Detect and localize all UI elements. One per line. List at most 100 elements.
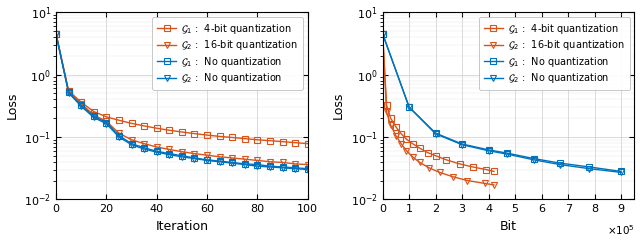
$\mathcal{G}_1$ :  No quantization: (4e+05, 0.062): No quantization: (4e+05, 0.062) [485, 148, 493, 151]
$\mathcal{G}_2$ :  No quantization: (3e+05, 0.075): No quantization: (3e+05, 0.075) [458, 143, 466, 146]
Line: $\mathcal{G}_1$ :  No quantization: $\mathcal{G}_1$ : No quantization [53, 31, 310, 172]
$\mathcal{G}_2$ :  16-bit quantization: (2.15e+05, 0.027): 16-bit quantization: (2.15e+05, 0.027) [436, 171, 444, 174]
$\mathcal{G}_1$ :  4-bit quantization: (50, 0.12): 4-bit quantization: (50, 0.12) [178, 130, 186, 133]
$\mathcal{G}_2$ :  16-bit quantization: (90, 0.039): 16-bit quantization: (90, 0.039) [279, 161, 287, 164]
Y-axis label: Loss: Loss [332, 92, 345, 119]
Line: $\mathcal{G}_1$ :  4-bit quantization: $\mathcal{G}_1$ : 4-bit quantization [380, 31, 497, 174]
$\mathcal{G}_1$ :  4-bit quantization: (0, 4.5): 4-bit quantization: (0, 4.5) [379, 32, 387, 35]
$\mathcal{G}_2$ :  16-bit quantization: (15, 0.225): 16-bit quantization: (15, 0.225) [90, 113, 98, 116]
$\mathcal{G}_1$ :  4-bit quantization: (25, 0.185): 4-bit quantization: (25, 0.185) [115, 119, 123, 122]
$\mathcal{G}_1$ :  4-bit quantization: (1.15e+05, 0.077): 4-bit quantization: (1.15e+05, 0.077) [409, 143, 417, 146]
$\mathcal{G}_1$ :  No quantization: (5, 0.52): No quantization: (5, 0.52) [65, 91, 72, 94]
$\mathcal{G}_2$ :  No quantization: (60, 0.042): No quantization: (60, 0.042) [204, 159, 211, 162]
$\mathcal{G}_2$ :  16-bit quantization: (20, 0.178): 16-bit quantization: (20, 0.178) [102, 120, 110, 123]
$\mathcal{G}_1$ :  No quantization: (2e+05, 0.115): No quantization: (2e+05, 0.115) [432, 132, 440, 135]
Line: $\mathcal{G}_2$ :  16-bit quantization: $\mathcal{G}_2$ : 16-bit quantization [380, 31, 497, 188]
$\mathcal{G}_1$ :  4-bit quantization: (3e+04, 0.2): 4-bit quantization: (3e+04, 0.2) [387, 117, 394, 120]
$\mathcal{G}_1$ :  No quantization: (6.7e+05, 0.038): No quantization: (6.7e+05, 0.038) [556, 162, 564, 165]
$\mathcal{G}_1$ :  No quantization: (35, 0.067): No quantization: (35, 0.067) [140, 146, 148, 149]
X-axis label: Iteration: Iteration [156, 220, 209, 233]
$\mathcal{G}_1$ :  4-bit quantization: (1.5e+04, 0.32): 4-bit quantization: (1.5e+04, 0.32) [383, 104, 390, 107]
$\mathcal{G}_1$ :  No quantization: (55, 0.046): No quantization: (55, 0.046) [191, 156, 198, 159]
$\mathcal{G}_2$ :  16-bit quantization: (1.5e+04, 0.25): 16-bit quantization: (1.5e+04, 0.25) [383, 111, 390, 113]
$\mathcal{G}_1$ :  No quantization: (30, 0.078): No quantization: (30, 0.078) [128, 142, 136, 145]
$\mathcal{G}_1$ :  4-bit quantization: (30, 0.165): 4-bit quantization: (30, 0.165) [128, 122, 136, 125]
$\mathcal{G}_2$ :  No quantization: (4.7e+05, 0.053): No quantization: (4.7e+05, 0.053) [504, 153, 511, 156]
$\mathcal{G}_2$ :  No quantization: (80, 0.034): No quantization: (80, 0.034) [253, 165, 261, 168]
$\mathcal{G}_1$ :  No quantization: (45, 0.054): No quantization: (45, 0.054) [166, 152, 173, 155]
$\mathcal{G}_2$ :  No quantization: (55, 0.045): No quantization: (55, 0.045) [191, 157, 198, 160]
$\mathcal{G}_2$ :  16-bit quantization: (80, 0.042): 16-bit quantization: (80, 0.042) [253, 159, 261, 162]
$\mathcal{G}_1$ :  No quantization: (1e+05, 0.3): No quantization: (1e+05, 0.3) [405, 106, 413, 109]
$\mathcal{G}_1$ :  No quantization: (25, 0.105): No quantization: (25, 0.105) [115, 134, 123, 137]
$\mathcal{G}_1$ :  No quantization: (20, 0.17): No quantization: (20, 0.17) [102, 121, 110, 124]
$\mathcal{G}_1$ :  No quantization: (80, 0.036): No quantization: (80, 0.036) [253, 163, 261, 166]
$\mathcal{G}_2$ :  16-bit quantization: (0, 4.5): 16-bit quantization: (0, 4.5) [379, 32, 387, 35]
$\mathcal{G}_2$ :  No quantization: (35, 0.064): No quantization: (35, 0.064) [140, 148, 148, 150]
$\mathcal{G}_2$ :  16-bit quantization: (30, 0.09): 16-bit quantization: (30, 0.09) [128, 138, 136, 141]
$\mathcal{G}_1$ :  No quantization: (7.8e+05, 0.033): No quantization: (7.8e+05, 0.033) [586, 165, 593, 168]
$\mathcal{G}_2$ :  No quantization: (50, 0.048): No quantization: (50, 0.048) [178, 155, 186, 158]
$\mathcal{G}_2$ :  No quantization: (0, 4.5): No quantization: (0, 4.5) [52, 32, 60, 35]
Line: $\mathcal{G}_1$ :  No quantization: $\mathcal{G}_1$ : No quantization [380, 31, 624, 174]
$\mathcal{G}_1$ :  No quantization: (75, 0.037): No quantization: (75, 0.037) [241, 162, 249, 165]
$\mathcal{G}_2$ :  16-bit quantization: (3.2e+05, 0.02): 16-bit quantization: (3.2e+05, 0.02) [463, 179, 471, 182]
$\mathcal{G}_2$ :  No quantization: (30, 0.075): No quantization: (30, 0.075) [128, 143, 136, 146]
$\mathcal{G}_1$ :  4-bit quantization: (7e+04, 0.112): 4-bit quantization: (7e+04, 0.112) [397, 132, 405, 135]
$\mathcal{G}_1$ :  No quantization: (3e+05, 0.077): No quantization: (3e+05, 0.077) [458, 143, 466, 146]
$\mathcal{G}_1$ :  No quantization: (85, 0.034): No quantization: (85, 0.034) [266, 165, 274, 168]
$\mathcal{G}_1$ :  4-bit quantization: (2.4e+05, 0.043): 4-bit quantization: (2.4e+05, 0.043) [442, 158, 450, 161]
$\mathcal{G}_2$ :  No quantization: (25, 0.1): No quantization: (25, 0.1) [115, 136, 123, 139]
$\mathcal{G}_2$ :  No quantization: (6.7e+05, 0.036): No quantization: (6.7e+05, 0.036) [556, 163, 564, 166]
$\mathcal{G}_1$ :  4-bit quantization: (90, 0.084): 4-bit quantization: (90, 0.084) [279, 140, 287, 143]
$\mathcal{G}_1$ :  4-bit quantization: (15, 0.255): 4-bit quantization: (15, 0.255) [90, 110, 98, 113]
$\mathcal{G}_1$ :  4-bit quantization: (75, 0.094): 4-bit quantization: (75, 0.094) [241, 137, 249, 140]
$\mathcal{G}_2$ :  No quantization: (75, 0.036): No quantization: (75, 0.036) [241, 163, 249, 166]
$\mathcal{G}_2$ :  No quantization: (9e+05, 0.027): No quantization: (9e+05, 0.027) [618, 171, 625, 174]
Line: $\mathcal{G}_2$ :  16-bit quantization: $\mathcal{G}_2$ : 16-bit quantization [53, 31, 310, 167]
$\mathcal{G}_2$ :  16-bit quantization: (2.65e+05, 0.023): 16-bit quantization: (2.65e+05, 0.023) [449, 175, 457, 178]
$\mathcal{G}_2$ :  16-bit quantization: (45, 0.063): 16-bit quantization: (45, 0.063) [166, 148, 173, 151]
$\mathcal{G}_1$ :  4-bit quantization: (55, 0.113): 4-bit quantization: (55, 0.113) [191, 132, 198, 135]
Line: $\mathcal{G}_2$ :  No quantization: $\mathcal{G}_2$ : No quantization [380, 31, 624, 175]
$\mathcal{G}_2$ :  16-bit quantization: (1.15e+05, 0.047): 16-bit quantization: (1.15e+05, 0.047) [409, 156, 417, 159]
$\mathcal{G}_1$ :  4-bit quantization: (3.4e+05, 0.033): 4-bit quantization: (3.4e+05, 0.033) [469, 165, 477, 168]
$\mathcal{G}_1$ :  No quantization: (10, 0.32): No quantization: (10, 0.32) [77, 104, 85, 107]
$\mathcal{G}_2$ :  No quantization: (65, 0.04): No quantization: (65, 0.04) [216, 160, 223, 163]
$\mathcal{G}_2$ :  No quantization: (85, 0.033): No quantization: (85, 0.033) [266, 165, 274, 168]
$\mathcal{G}_2$ :  No quantization: (70, 0.038): No quantization: (70, 0.038) [228, 162, 236, 165]
$\mathcal{G}_2$ :  16-bit quantization: (40, 0.069): 16-bit quantization: (40, 0.069) [153, 146, 161, 148]
$\mathcal{G}_2$ :  16-bit quantization: (4.2e+05, 0.017): 16-bit quantization: (4.2e+05, 0.017) [490, 183, 498, 186]
$\mathcal{G}_1$ :  4-bit quantization: (4.2e+05, 0.028): 4-bit quantization: (4.2e+05, 0.028) [490, 170, 498, 173]
$\mathcal{G}_2$ :  No quantization: (0, 4.5): No quantization: (0, 4.5) [379, 32, 387, 35]
$\mathcal{G}_2$ :  16-bit quantization: (1.75e+05, 0.032): 16-bit quantization: (1.75e+05, 0.032) [425, 166, 433, 169]
$\mathcal{G}_1$ :  No quantization: (5.7e+05, 0.045): No quantization: (5.7e+05, 0.045) [530, 157, 538, 160]
$\mathcal{G}_1$ :  4-bit quantization: (20, 0.21): 4-bit quantization: (20, 0.21) [102, 115, 110, 118]
$\mathcal{G}_1$ :  4-bit quantization: (2.9e+05, 0.037): 4-bit quantization: (2.9e+05, 0.037) [456, 162, 463, 165]
$\mathcal{G}_1$ :  No quantization: (15, 0.215): No quantization: (15, 0.215) [90, 115, 98, 118]
Text: $\times10^5$: $\times10^5$ [607, 224, 634, 237]
$\mathcal{G}_1$ :  4-bit quantization: (60, 0.107): 4-bit quantization: (60, 0.107) [204, 134, 211, 137]
$\mathcal{G}_1$ :  No quantization: (65, 0.041): No quantization: (65, 0.041) [216, 160, 223, 163]
$\mathcal{G}_1$ :  4-bit quantization: (2e+05, 0.05): 4-bit quantization: (2e+05, 0.05) [432, 154, 440, 157]
$\mathcal{G}_1$ :  4-bit quantization: (100, 0.078): 4-bit quantization: (100, 0.078) [304, 142, 312, 145]
$\mathcal{G}_2$ :  No quantization: (15, 0.205): No quantization: (15, 0.205) [90, 116, 98, 119]
$\mathcal{G}_1$ :  4-bit quantization: (9e+04, 0.092): 4-bit quantization: (9e+04, 0.092) [403, 138, 410, 141]
$\mathcal{G}_1$ :  No quantization: (95, 0.032): No quantization: (95, 0.032) [291, 166, 299, 169]
Legend: $\mathcal{G}_1$ :  4-bit quantization, $\mathcal{G}_2$ :  16-bit quantization, $: $\mathcal{G}_1$ : 4-bit quantization, $\… [479, 17, 630, 90]
$\mathcal{G}_1$ :  4-bit quantization: (40, 0.138): 4-bit quantization: (40, 0.138) [153, 127, 161, 130]
$\mathcal{G}_1$ :  No quantization: (0, 4.5): No quantization: (0, 4.5) [52, 32, 60, 35]
$\mathcal{G}_2$ :  No quantization: (40, 0.057): No quantization: (40, 0.057) [153, 151, 161, 154]
$\mathcal{G}_2$ :  No quantization: (5, 0.51): No quantization: (5, 0.51) [65, 91, 72, 94]
$\mathcal{G}_2$ :  No quantization: (20, 0.163): No quantization: (20, 0.163) [102, 122, 110, 125]
$\mathcal{G}_2$ :  16-bit quantization: (50, 0.058): 16-bit quantization: (50, 0.058) [178, 150, 186, 153]
$\mathcal{G}_2$ :  16-bit quantization: (25, 0.115): 16-bit quantization: (25, 0.115) [115, 132, 123, 135]
$\mathcal{G}_2$ :  16-bit quantization: (55, 0.054): 16-bit quantization: (55, 0.054) [191, 152, 198, 155]
X-axis label: Bit: Bit [500, 220, 517, 233]
$\mathcal{G}_2$ :  No quantization: (4e+05, 0.06): No quantization: (4e+05, 0.06) [485, 149, 493, 152]
$\mathcal{G}_2$ :  16-bit quantization: (5e+04, 0.105): 16-bit quantization: (5e+04, 0.105) [392, 134, 400, 137]
$\mathcal{G}_2$ :  16-bit quantization: (75, 0.044): 16-bit quantization: (75, 0.044) [241, 158, 249, 161]
$\mathcal{G}_2$ :  No quantization: (10, 0.31): No quantization: (10, 0.31) [77, 105, 85, 108]
$\mathcal{G}_1$ :  No quantization: (100, 0.031): No quantization: (100, 0.031) [304, 167, 312, 170]
$\mathcal{G}_2$ :  No quantization: (1e+05, 0.3): No quantization: (1e+05, 0.3) [405, 106, 413, 109]
